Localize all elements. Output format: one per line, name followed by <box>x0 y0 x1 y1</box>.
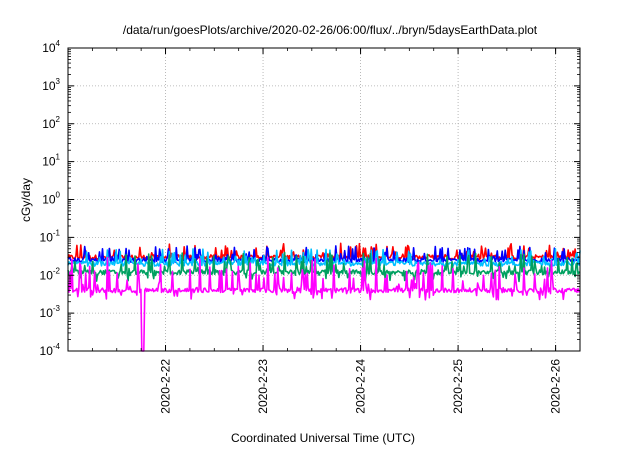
chart-title: /data/run/goesPlots/archive/2020-02-26/0… <box>123 23 538 37</box>
series-line <box>67 248 581 267</box>
y-tick-label: 10-1 <box>40 228 61 244</box>
y-tick-label: 10-4 <box>40 342 61 358</box>
ticks: 10-4 10-3 10-2 10-1 100 101 102 103 104 2020-2-22… <box>40 39 581 414</box>
series-layer <box>67 242 581 352</box>
y-tick-label: 100 <box>42 191 60 207</box>
y-tick-label: 103 <box>42 77 60 93</box>
x-tick-label: 2020-2-22 <box>159 359 173 414</box>
x-tick-label: 2020-2-23 <box>256 359 270 414</box>
y-tick-label: 10-3 <box>40 304 61 320</box>
y-tick-label: 104 <box>42 39 60 55</box>
x-tick-label: 2020-2-25 <box>451 359 465 414</box>
y-axis-label: cGy/day <box>19 178 33 222</box>
series-line <box>67 256 581 352</box>
x-tick-label: 2020-2-24 <box>354 359 368 414</box>
y-tick-label: 101 <box>42 153 60 169</box>
x-tick-label: 2020-2-26 <box>549 359 563 414</box>
x-axis-label: Coordinated Universal Time (UTC) <box>231 431 415 445</box>
y-tick-label: 102 <box>42 115 60 131</box>
y-tick-label: 10-2 <box>40 266 61 282</box>
series-line <box>67 245 581 264</box>
